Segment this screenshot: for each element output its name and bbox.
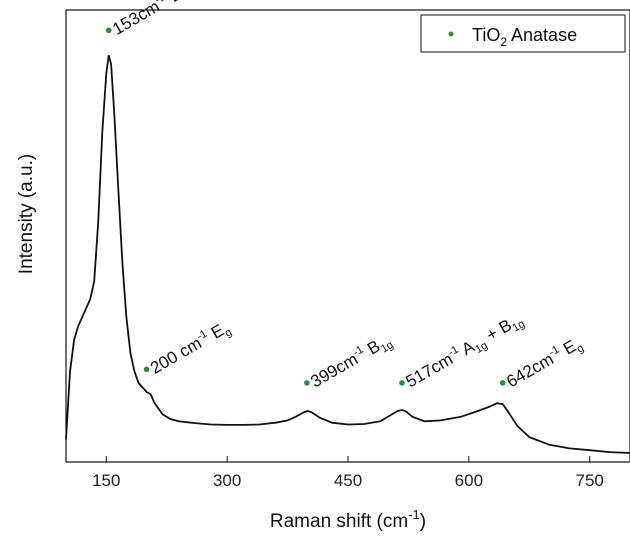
peak-label-sub: 1g [379,339,396,356]
x-tick-label: 150 [92,471,120,490]
x-axis-ticks: 150 300 450 600 750 [92,456,604,490]
x-axis-title-main: Raman shift (cm [270,511,408,532]
peak-label-mode: Eg [162,0,194,8]
legend-label-main: TiO [472,25,500,45]
x-axis-title-tail: ) [420,511,426,532]
peak-marker [304,380,310,386]
legend-label: TiO2 Anatase [472,25,577,49]
x-tick-label: 450 [334,471,362,490]
peak-label-value: 642cm [503,349,557,391]
peak-marker [399,380,405,386]
peak-label-sub2: 1g [510,318,527,335]
peak-marker [499,380,506,386]
legend-marker [448,31,454,37]
peak-label: 200 cm-1 Eg [147,317,234,381]
peak-label-value: 399cm [307,349,361,391]
spectrum-line [65,54,630,454]
peak-label-sub: g [223,326,234,339]
peak-marker [105,27,112,34]
y-axis-title: Intensity (a.u.) [16,154,37,274]
peak-label: 642cm-1 Eg [503,333,586,394]
x-axis-title: Raman shift (cm-1) [270,507,426,532]
peak-label-value: 517cm [402,349,456,391]
peak-label-sub: g [575,342,586,355]
legend-label-tail: Anatase [507,25,577,45]
x-tick-label: 300 [213,471,241,490]
peak-label-value: 153cm [109,0,163,39]
legend-label-sub: 2 [500,35,507,49]
x-tick-label: 600 [455,471,483,490]
x-axis-title-sup: -1 [408,507,420,522]
peak-marker [143,366,150,373]
x-tick-label: 750 [576,471,604,490]
peak-label-sub: 1g [473,339,490,356]
legend: TiO2 Anatase [420,14,626,53]
legend-box [420,14,626,53]
peak-label: 399cm-1 B1g [307,329,396,393]
peak-label-value: 200 cm [147,333,205,377]
peak-label-sup: -1 [153,0,167,6]
peak-markers [105,27,506,386]
peak-label: 153cm-1 Eg [109,0,194,39]
